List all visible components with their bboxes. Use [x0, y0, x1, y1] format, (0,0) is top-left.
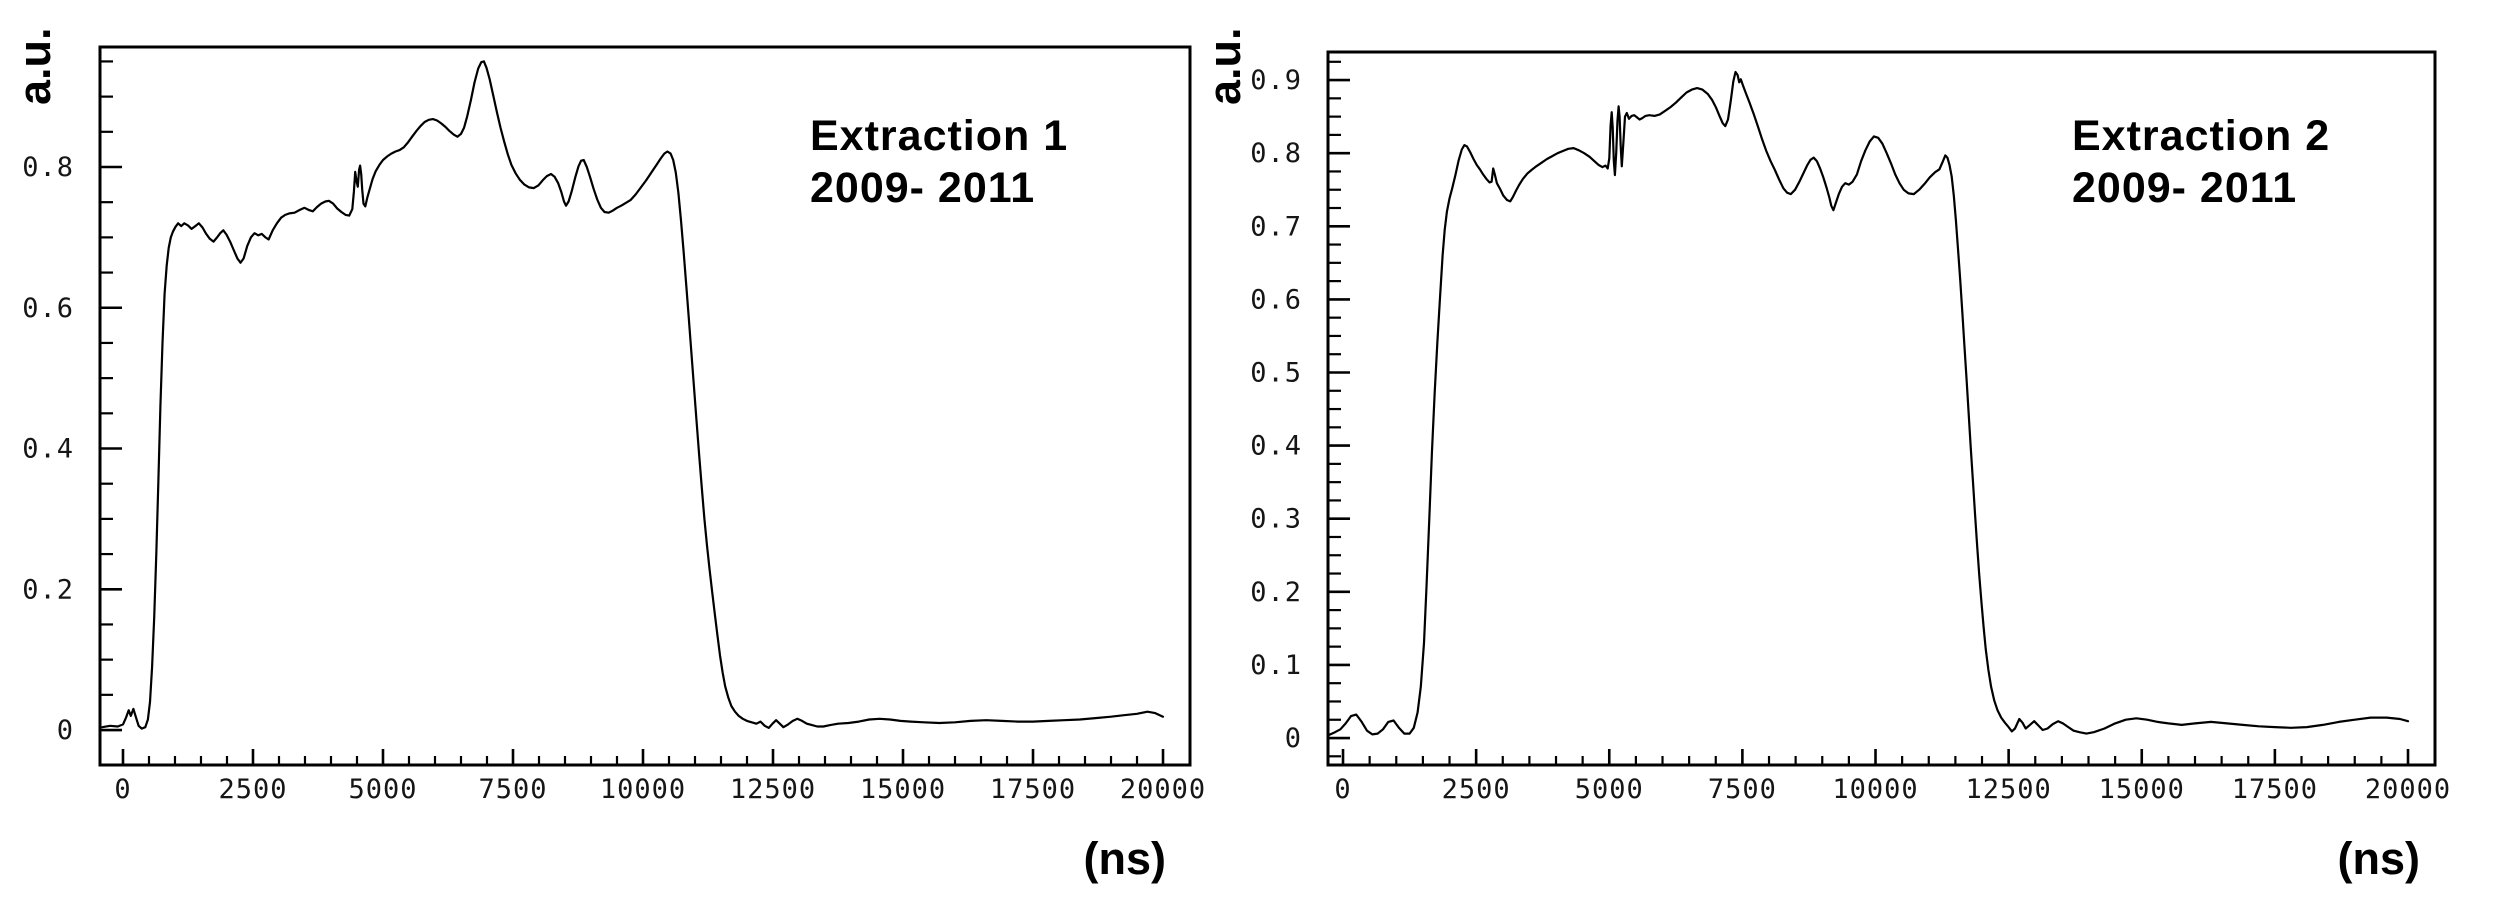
axis-tick-labels: 0 2500 5000 7500 10000 12500 15000 17500 20000 0 0…	[1250, 65, 2451, 805]
y-tick-label: 0.6	[22, 293, 74, 324]
x-tick-label: 10000	[1832, 774, 1918, 805]
x-tick-label: 17500	[990, 774, 1076, 805]
plot-title: Extraction 1	[810, 112, 1068, 160]
x-axis-unit-label: (ns)	[2338, 833, 2421, 884]
y-tick-label: 0.8	[22, 152, 74, 183]
axis-tick-labels: 0 2500 5000 7500 10000 12500 15000 17500 20000 0 0…	[22, 152, 1206, 805]
spill-profile-curve	[1327, 70, 2410, 737]
axis-ticks	[1328, 60, 2410, 765]
x-tick-label: 2500	[1442, 774, 1511, 805]
x-tick-label: 0	[114, 774, 131, 805]
x-tick-label: 7500	[478, 774, 547, 805]
axis-ticks	[100, 60, 1165, 765]
x-tick-label: 15000	[2099, 774, 2185, 805]
x-tick-label: 10000	[600, 774, 686, 805]
y-axis-unit-label: a.u.	[9, 27, 60, 105]
x-tick-label: 15000	[860, 774, 946, 805]
plot-frame	[98, 45, 1192, 767]
y-tick-label: 0.5	[1250, 357, 1302, 388]
x-tick-label: 5000	[348, 774, 417, 805]
extraction-1-panel: 0 2500 5000 7500 10000 12500 15000 17500 20000 0 0…	[9, 27, 1206, 884]
y-tick-label: 0.8	[1250, 138, 1302, 169]
plot-subtitle: 2009- 2011	[2072, 164, 2297, 212]
y-tick-label: 0.6	[1250, 284, 1302, 315]
y-tick-label: 0.4	[1250, 431, 1302, 462]
x-tick-label: 7500	[1708, 774, 1777, 805]
y-tick-label: 0	[57, 715, 74, 746]
x-tick-label: 20000	[2365, 774, 2451, 805]
x-tick-label: 0	[1334, 774, 1351, 805]
plot-subtitle: 2009- 2011	[810, 164, 1035, 212]
extraction-2-panel: 0 2500 5000 7500 10000 12500 15000 17500 20000 0 0…	[1199, 27, 2451, 884]
y-tick-label: 0.2	[22, 574, 74, 605]
spill-profile-curve	[101, 60, 1165, 730]
x-tick-label: 12500	[1965, 774, 2051, 805]
y-tick-label: 0	[1285, 723, 1302, 754]
y-tick-label: 0.7	[1250, 211, 1302, 242]
x-tick-label: 17500	[2232, 774, 2318, 805]
plot-title: Extraction 2	[2072, 112, 2330, 160]
y-tick-label: 0.9	[1250, 65, 1302, 96]
y-tick-label: 0.3	[1250, 504, 1302, 535]
x-axis-unit-label: (ns)	[1084, 833, 1167, 884]
y-tick-label: 0.4	[22, 434, 74, 465]
x-tick-label: 5000	[1575, 774, 1644, 805]
y-tick-label: 0.1	[1250, 650, 1302, 681]
x-tick-label: 20000	[1120, 774, 1206, 805]
x-tick-label: 2500	[218, 774, 287, 805]
y-axis-unit-label: a.u.	[1199, 27, 1250, 105]
y-tick-label: 0.2	[1250, 577, 1302, 608]
x-tick-label: 12500	[730, 774, 816, 805]
